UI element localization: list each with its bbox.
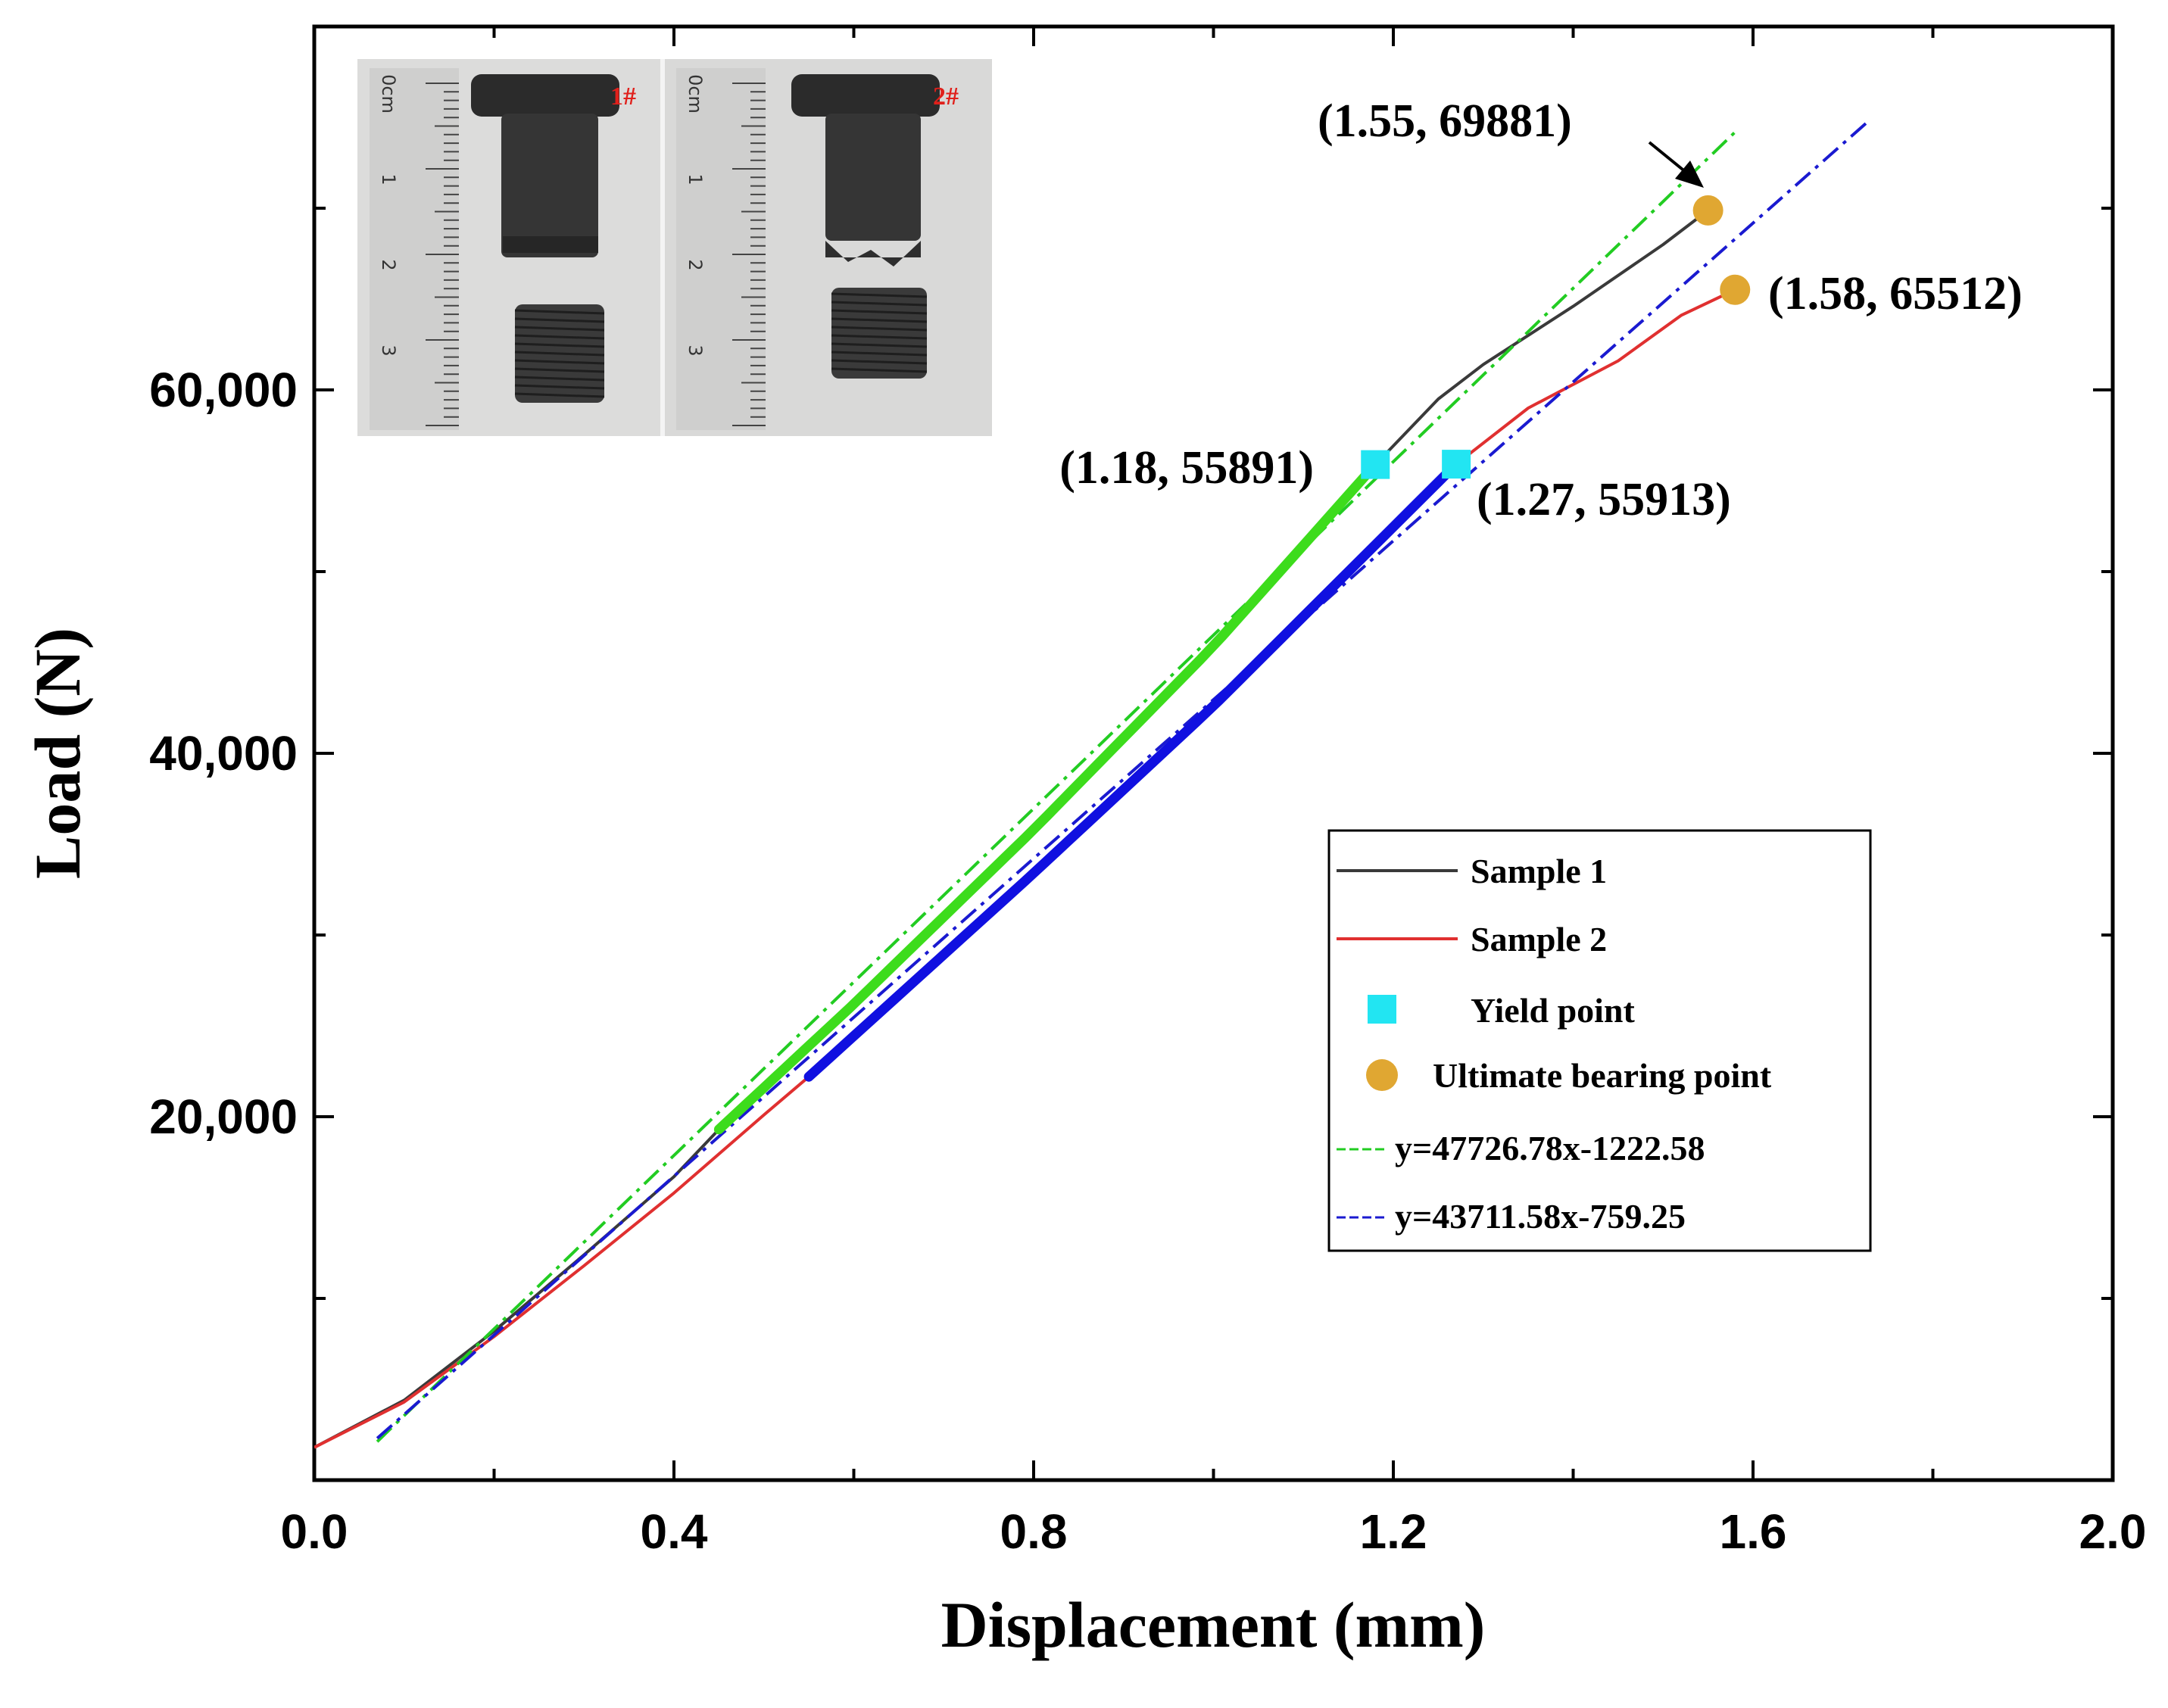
annotation-yield-sample-2: (1.27, 55913) xyxy=(1477,474,1731,525)
bolt-2-fracture-edge xyxy=(825,241,921,266)
thread-line xyxy=(831,367,928,373)
thread-line xyxy=(514,309,605,315)
ruler-label: 3 xyxy=(378,344,399,356)
bolt-2-threads xyxy=(831,292,928,373)
thread-line xyxy=(514,342,605,348)
annotations: (1.18, 55891) (1.27, 55913) (1.55, 69881… xyxy=(1059,95,2023,525)
ruler-body xyxy=(676,68,766,430)
legend-label-ultimate-point: Ultimate bearing point xyxy=(1433,1056,1772,1095)
thread-line xyxy=(831,309,928,315)
ruler-label: 1 xyxy=(378,173,399,185)
ruler-label: 2 xyxy=(378,259,399,270)
axis-tick-labels: 0.0 0.4 0.8 1.2 1.6 2.0 20,000 40,000 60,000 xyxy=(149,363,2146,1559)
annotation-ultimate-sample-1: (1.55, 69881) xyxy=(1318,95,1572,147)
x-axis-title: Displacement (mm) xyxy=(941,1588,1486,1661)
bolt-1-fracture-band xyxy=(503,236,598,253)
ruler-label: 2 xyxy=(685,259,706,270)
thread-line xyxy=(831,334,928,340)
thread-line xyxy=(514,351,605,357)
thread-line xyxy=(831,359,928,365)
marker-yield-point xyxy=(1361,450,1390,479)
inset-photo: 0cm 1 2 3 0cm 1 2 3 1# 2# xyxy=(357,59,992,436)
ruler-label: 0cm xyxy=(685,74,706,114)
thread-line xyxy=(831,317,928,323)
bolt-2-thread-piece xyxy=(831,288,927,379)
bolt-2-shank xyxy=(825,114,921,241)
ruler-body xyxy=(370,68,459,430)
thread-line xyxy=(831,301,928,307)
bolt-1-shank xyxy=(501,114,598,257)
annotation-arrow-head xyxy=(1675,161,1704,188)
y-tick-label: 20,000 xyxy=(149,1089,298,1144)
y-tick-label: 60,000 xyxy=(149,363,298,417)
legend-label-fit-2: y=43711.58x-759.25 xyxy=(1395,1197,1686,1236)
thread-line xyxy=(514,359,605,365)
fit-line-y-47726-78x-1222-58 xyxy=(376,131,1736,1443)
thread-line xyxy=(831,326,928,332)
x-tick-label: 2.0 xyxy=(2079,1504,2147,1559)
legend-label-sample-2: Sample 2 xyxy=(1471,920,1607,958)
thread-line xyxy=(514,384,605,390)
legend-label-yield-point: Yield point xyxy=(1471,991,1636,1030)
inset-tag-2: 2# xyxy=(933,83,959,111)
legend-label-fit-1: y=47726.78x-1222.58 xyxy=(1395,1129,1705,1167)
marker-ultimate-point xyxy=(1692,195,1723,226)
x-tick-label: 0.0 xyxy=(281,1504,348,1559)
ruler-label: 1 xyxy=(685,173,706,185)
annotation-ultimate-sample-2: (1.58, 65512) xyxy=(1768,268,2023,319)
annotation-yield-sample-1: (1.18, 55891) xyxy=(1059,442,1314,494)
thread-line xyxy=(831,342,928,348)
ruler-label: 0cm xyxy=(378,74,399,114)
legend-label-sample-1: Sample 1 xyxy=(1471,852,1607,890)
inset-tag-1: 1# xyxy=(610,83,636,111)
thread-line xyxy=(831,351,928,357)
bolt-2-head xyxy=(791,74,940,117)
fit-line-y-43711-58x-759-25 xyxy=(376,118,1871,1440)
thread-line xyxy=(514,376,605,382)
bolt-1-threads xyxy=(514,309,605,398)
x-tick-label: 0.4 xyxy=(641,1504,708,1559)
x-tick-label: 1.2 xyxy=(1360,1504,1427,1559)
x-tick-label: 0.8 xyxy=(1000,1504,1068,1559)
ruler-2: 0cm 1 2 3 xyxy=(676,68,766,430)
legend-box xyxy=(1327,829,1872,1252)
highlight-segment-sample-2 xyxy=(803,459,1461,1082)
thread-line xyxy=(831,292,928,298)
thread-line xyxy=(514,392,605,398)
thread-line xyxy=(514,326,605,332)
marker-ultimate-point xyxy=(1720,274,1751,305)
thread-line xyxy=(514,317,605,323)
legend-swatch-yield-point xyxy=(1368,995,1396,1024)
axis-ticks xyxy=(313,26,2114,1480)
legend-swatch-ultimate-point xyxy=(1366,1059,1398,1091)
ruler-1: 0cm 1 2 3 xyxy=(370,68,459,430)
thread-line xyxy=(514,367,605,373)
series-group xyxy=(314,118,1871,1449)
legend: Sample 1 Sample 2 Yield point Ultimate b… xyxy=(1327,829,1872,1252)
thread-line xyxy=(514,334,605,340)
highlight-segment-sample-1 xyxy=(713,460,1380,1135)
bolt-1-head xyxy=(471,74,619,117)
marker-yield-point xyxy=(1442,450,1471,479)
y-tick-label: 40,000 xyxy=(149,726,298,781)
ruler-label: 3 xyxy=(685,344,706,356)
y-axis-title: Load (N) xyxy=(21,628,94,879)
x-tick-label: 1.6 xyxy=(1720,1504,1787,1559)
markers-group xyxy=(1361,195,1751,479)
